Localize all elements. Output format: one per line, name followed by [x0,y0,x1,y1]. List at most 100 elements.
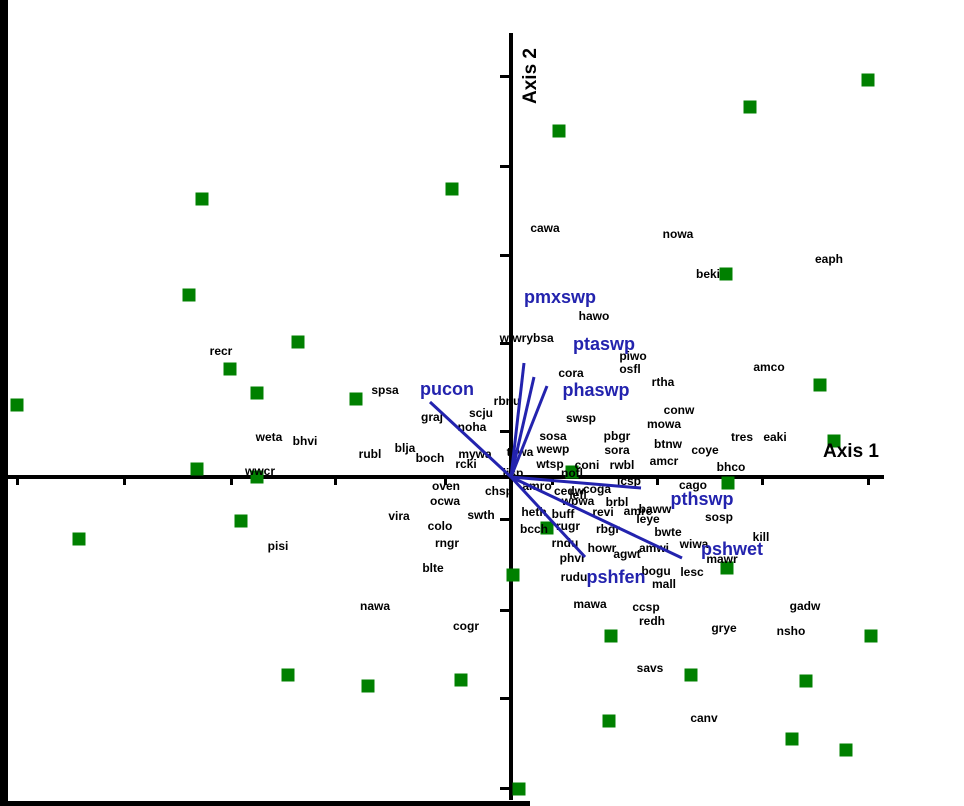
env-label-pshwet: pshwet [700,539,764,559]
site-marker [861,73,875,87]
species-label-wiwr: wiwr [499,331,527,345]
species-label-leye: leye [636,512,660,526]
site-marker [291,335,305,349]
env-label-ptaswp: ptaswp [572,334,636,354]
left-edge-bar [0,0,8,806]
species-label-lesc: lesc [680,565,704,579]
x-axis-tick [656,475,659,485]
species-label-sosp: sosp [704,510,734,524]
y-axis-tick [500,342,511,345]
site-marker [540,521,554,535]
site-marker [785,732,799,746]
species-label-noha: noha [457,420,487,434]
x-axis-tick [16,475,19,485]
x-axis-label: Axis 1 [823,441,879,462]
site-marker [195,192,209,206]
species-label-rcki: rcki [455,457,477,471]
x-axis-line [0,475,884,479]
species-label-howr: howr [587,541,617,555]
species-label-swsp: swsp [565,411,597,425]
species-label-vira: vira [388,509,410,523]
site-marker [552,124,566,138]
y-axis-tick [500,609,511,612]
x-axis-tick [230,475,233,485]
species-label-nowa: nowa [662,227,694,241]
y-axis-tick [500,787,511,790]
species-label-chsp: chsp [484,484,514,498]
species-label-cawa: cawa [530,221,560,235]
env-vector-pmxswp [509,362,526,478]
species-label-cago: cago [678,478,708,492]
x-axis-tick [761,475,764,485]
env-vector-ptaswp [509,376,536,478]
site-marker [720,561,734,575]
species-label-spsa: spsa [371,383,399,397]
species-label-conw: conw [663,403,695,417]
species-label-pbgr: pbgr [603,429,631,443]
species-label-eaki: eaki [763,430,787,444]
species-label-graj: graj [420,410,444,424]
species-label-bwte: bwte [654,525,682,539]
species-label-baww: baww [638,502,672,516]
species-label-weta: weta [255,430,283,444]
species-label-amre: amre [623,504,653,518]
site-marker [234,514,248,528]
species-label-ybsa: ybsa [526,331,554,345]
site-marker [813,378,827,392]
species-label-coye: coye [691,443,719,457]
species-label-bogu: bogu [641,564,671,578]
species-label-osfl: osfl [619,362,641,376]
species-label-rbnu: rbnu [493,394,521,408]
species-label-nofl: nofl [561,466,583,480]
y-axis-tick [500,430,511,433]
species-label-tres: tres [730,430,754,444]
species-label-bhvi: bhvi [292,434,318,448]
species-label-piwo: piwo [619,349,647,363]
site-marker [250,386,264,400]
env-label-pthswp: pthswp [670,489,734,509]
species-label-grye: grye [711,621,737,635]
env-vector-phaswp [509,385,549,478]
species-label-blte: blte [422,561,444,575]
species-label-colo: colo [427,519,453,533]
y-axis-tick [500,254,511,257]
species-label-eaph: eaph [814,252,844,266]
site-marker [864,629,878,643]
species-label-wtsp: wtsp [536,457,564,471]
species-label-phvi: phvi [559,551,585,565]
species-label-savs: savs [636,661,664,675]
site-marker [743,100,757,114]
site-marker [250,470,264,484]
site-marker [512,782,526,796]
species-label-rngr: rngr [435,536,459,550]
species-label-wwcr: wwcr [244,464,276,478]
species-label-ccsp: ccsp [632,600,660,614]
y-axis-tick [500,697,511,700]
species-label-mowa: mowa [646,417,682,431]
species-label-cogr: cogr [452,619,480,633]
site-marker [223,362,237,376]
y-axis-line [509,33,513,800]
site-marker [565,465,579,479]
species-label-rwbl: rwbl [609,458,635,472]
env-vector-pshwet [510,475,683,560]
species-label-revi: revi [592,505,614,519]
species-label-rubl: rubl [358,447,382,461]
env-label-pmxswp: pmxswp [523,287,597,307]
species-label-amro: amro [522,479,552,493]
x-axis-tick [444,475,447,485]
species-label-amcr: amcr [649,454,679,468]
species-label-rndu: rndu [551,536,579,550]
site-marker [506,568,520,582]
species-label-cora: cora [558,366,584,380]
site-marker [72,532,86,546]
site-marker [719,267,733,281]
species-label-boch: boch [415,451,445,465]
bottom-edge-bar [0,801,530,806]
species-label-ocwa: ocwa [429,494,461,508]
y-axis-tick [500,165,511,168]
x-axis-tick [123,475,126,485]
site-marker [182,288,196,302]
site-marker [827,434,841,448]
species-label-nsho: nsho [776,624,806,638]
